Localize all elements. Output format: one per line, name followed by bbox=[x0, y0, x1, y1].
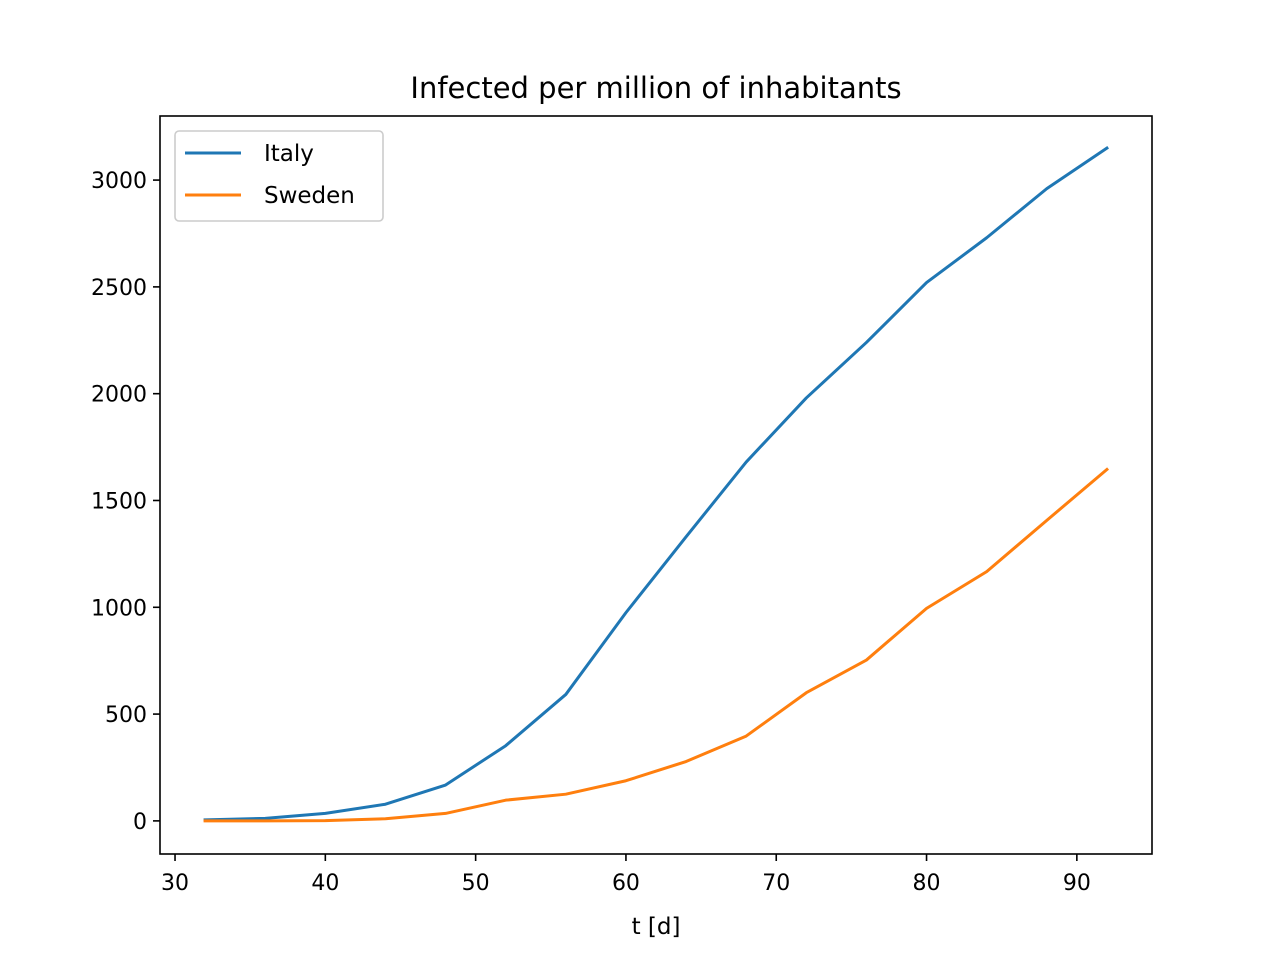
legend-label-sweden: Sweden bbox=[264, 183, 355, 209]
x-tick-label: 70 bbox=[762, 871, 790, 896]
series-line-sweden bbox=[203, 467, 1110, 823]
ticks-layer: 30 40 50 60 70 80 90 0 500 1000 1500 2000 2500 3000 bbox=[91, 169, 1091, 896]
y-tick-label: 2500 bbox=[91, 276, 147, 301]
series-line-italy bbox=[203, 145, 1109, 822]
x-tick-label: 90 bbox=[1063, 871, 1091, 896]
y-tick-label: 2000 bbox=[91, 383, 147, 408]
y-tick-label: 3000 bbox=[91, 169, 147, 194]
y-tick-label: 1500 bbox=[91, 489, 147, 514]
series-layer bbox=[203, 145, 1110, 823]
legend-label-italy: Italy bbox=[264, 141, 314, 167]
x-tick-label: 40 bbox=[311, 871, 339, 896]
plot-frame bbox=[159, 115, 1153, 855]
x-tick-label: 80 bbox=[913, 871, 941, 896]
x-tick-label: 50 bbox=[462, 871, 490, 896]
y-tick-label: 500 bbox=[105, 703, 147, 728]
x-tick-label: 30 bbox=[161, 871, 189, 896]
chart-title: Infected per million of inhabitants bbox=[410, 71, 901, 105]
legend: Italy Sweden bbox=[174, 130, 384, 222]
x-axis-label: t [d] bbox=[632, 914, 681, 940]
x-tick-label: 60 bbox=[612, 871, 640, 896]
y-tick-label: 1000 bbox=[91, 596, 147, 621]
y-tick-label: 0 bbox=[133, 810, 147, 835]
